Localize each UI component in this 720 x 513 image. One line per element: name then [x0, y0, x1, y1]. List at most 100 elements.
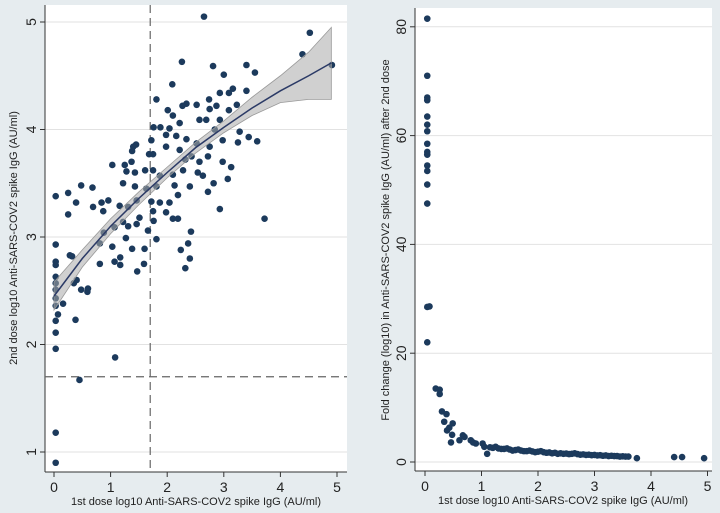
- left-data-point: [52, 192, 59, 200]
- right-data-point: [426, 303, 433, 310]
- left-data-point: [52, 317, 59, 325]
- right-data-point: [423, 15, 431, 22]
- left-data-point: [216, 205, 224, 213]
- left-y-tick-label: 5: [23, 18, 39, 26]
- left-data-point: [251, 69, 259, 76]
- left-data-point: [116, 261, 124, 269]
- left-data-point: [108, 161, 116, 169]
- left-data-point: [196, 116, 203, 124]
- left-data-point: [199, 172, 207, 180]
- left-x-tick-label: 5: [333, 479, 341, 495]
- left-data-point: [77, 286, 85, 293]
- left-data-point: [236, 128, 243, 135]
- left-data-point: [234, 139, 242, 146]
- left-data-point: [162, 143, 170, 150]
- left-data-point: [76, 376, 83, 384]
- left-data-point: [121, 161, 129, 169]
- left-data-point: [172, 132, 180, 140]
- left-y-tick-label: 1: [23, 448, 39, 456]
- left-data-point: [153, 96, 160, 103]
- left-data-point: [52, 329, 59, 336]
- right-x-tick-label: 1: [478, 478, 486, 494]
- left-data-point: [140, 260, 148, 268]
- left-data-point: [89, 203, 97, 211]
- left-data-point: [133, 220, 140, 228]
- right-y-tick-label: 20: [393, 345, 409, 361]
- left-data-point: [187, 228, 195, 235]
- left-data-point: [128, 158, 135, 166]
- left-data-point: [124, 222, 132, 230]
- left-data-point: [220, 71, 228, 78]
- right-data-point: [448, 431, 456, 439]
- left-data-point: [148, 136, 155, 144]
- left-data-point: [141, 245, 148, 253]
- left-data-point: [144, 227, 152, 234]
- left-y-tick-label: 3: [23, 233, 39, 241]
- right-y-tick-label: 0: [393, 458, 409, 466]
- left-x-tick-label: 0: [50, 479, 58, 495]
- right-data-point: [423, 127, 431, 135]
- left-data-point: [193, 101, 200, 109]
- left-data-point: [136, 214, 143, 221]
- right-x-tick-label: 0: [421, 478, 429, 494]
- right-y-tick-label: 40: [393, 236, 409, 252]
- left-data-point: [156, 199, 164, 206]
- left-data-point: [176, 146, 183, 154]
- left-data-point: [177, 246, 185, 254]
- left-data-point: [216, 116, 224, 124]
- left-data-point: [149, 167, 157, 174]
- right-data-point: [483, 450, 491, 458]
- left-data-point: [179, 167, 187, 174]
- left-data-point: [52, 241, 59, 248]
- left-data-point: [162, 208, 170, 216]
- right-data-point: [423, 151, 431, 158]
- left-data-point: [196, 158, 203, 166]
- right-data-point: [423, 162, 431, 169]
- left-data-point: [133, 268, 141, 275]
- right-data-point: [423, 140, 431, 148]
- right-data-point: [461, 433, 468, 441]
- left-x-axis-title: 1st dose log10 Anti-SARS-COV2 spike IgG …: [71, 496, 321, 508]
- left-data-point: [157, 124, 164, 131]
- left-x-tick-label: 3: [220, 479, 228, 495]
- left-data-point: [209, 62, 217, 70]
- left-data-point: [105, 197, 112, 204]
- left-data-point: [153, 235, 160, 243]
- left-data-point: [99, 207, 107, 215]
- left-data-point: [183, 135, 190, 143]
- left-y-tick-label: 4: [23, 125, 39, 133]
- left-data-point: [149, 150, 157, 158]
- left-data-point: [52, 459, 59, 467]
- right-data-point: [678, 453, 686, 461]
- left-data-point: [225, 89, 233, 97]
- left-data-point: [179, 102, 186, 110]
- right-y-tick-label: 60: [393, 128, 409, 144]
- left-data-point: [229, 85, 237, 92]
- right-x-tick-label: 3: [591, 478, 599, 494]
- right-data-point: [472, 440, 480, 447]
- left-data-point: [202, 116, 210, 124]
- right-data-point: [625, 453, 632, 460]
- left-data-point: [227, 163, 235, 171]
- left-data-point: [213, 102, 220, 110]
- left-data-point: [131, 183, 139, 190]
- left-data-point: [253, 138, 261, 145]
- right-data-point: [436, 390, 443, 398]
- left-data-point: [72, 316, 79, 324]
- right-chart: 0 20 40 60 80 0 1 2 3 4 5: [393, 8, 712, 494]
- left-data-point: [204, 153, 212, 160]
- right-x-axis-title: 1st dose log10 Anti-SARS-COV2 spike IgG …: [438, 495, 688, 507]
- left-data-point: [119, 179, 127, 187]
- left-data-point: [178, 58, 186, 66]
- right-x-tick-label: 5: [704, 478, 712, 494]
- left-data-point: [116, 202, 123, 210]
- left-data-point: [169, 112, 177, 119]
- left-data-point: [72, 199, 80, 206]
- left-data-point: [171, 182, 178, 189]
- left-x-tick-label: 2: [163, 479, 171, 495]
- left-data-point: [111, 354, 119, 361]
- right-data-point: [423, 200, 431, 207]
- right-data-point: [447, 439, 455, 446]
- left-data-point: [128, 147, 136, 155]
- left-data-point: [261, 215, 268, 223]
